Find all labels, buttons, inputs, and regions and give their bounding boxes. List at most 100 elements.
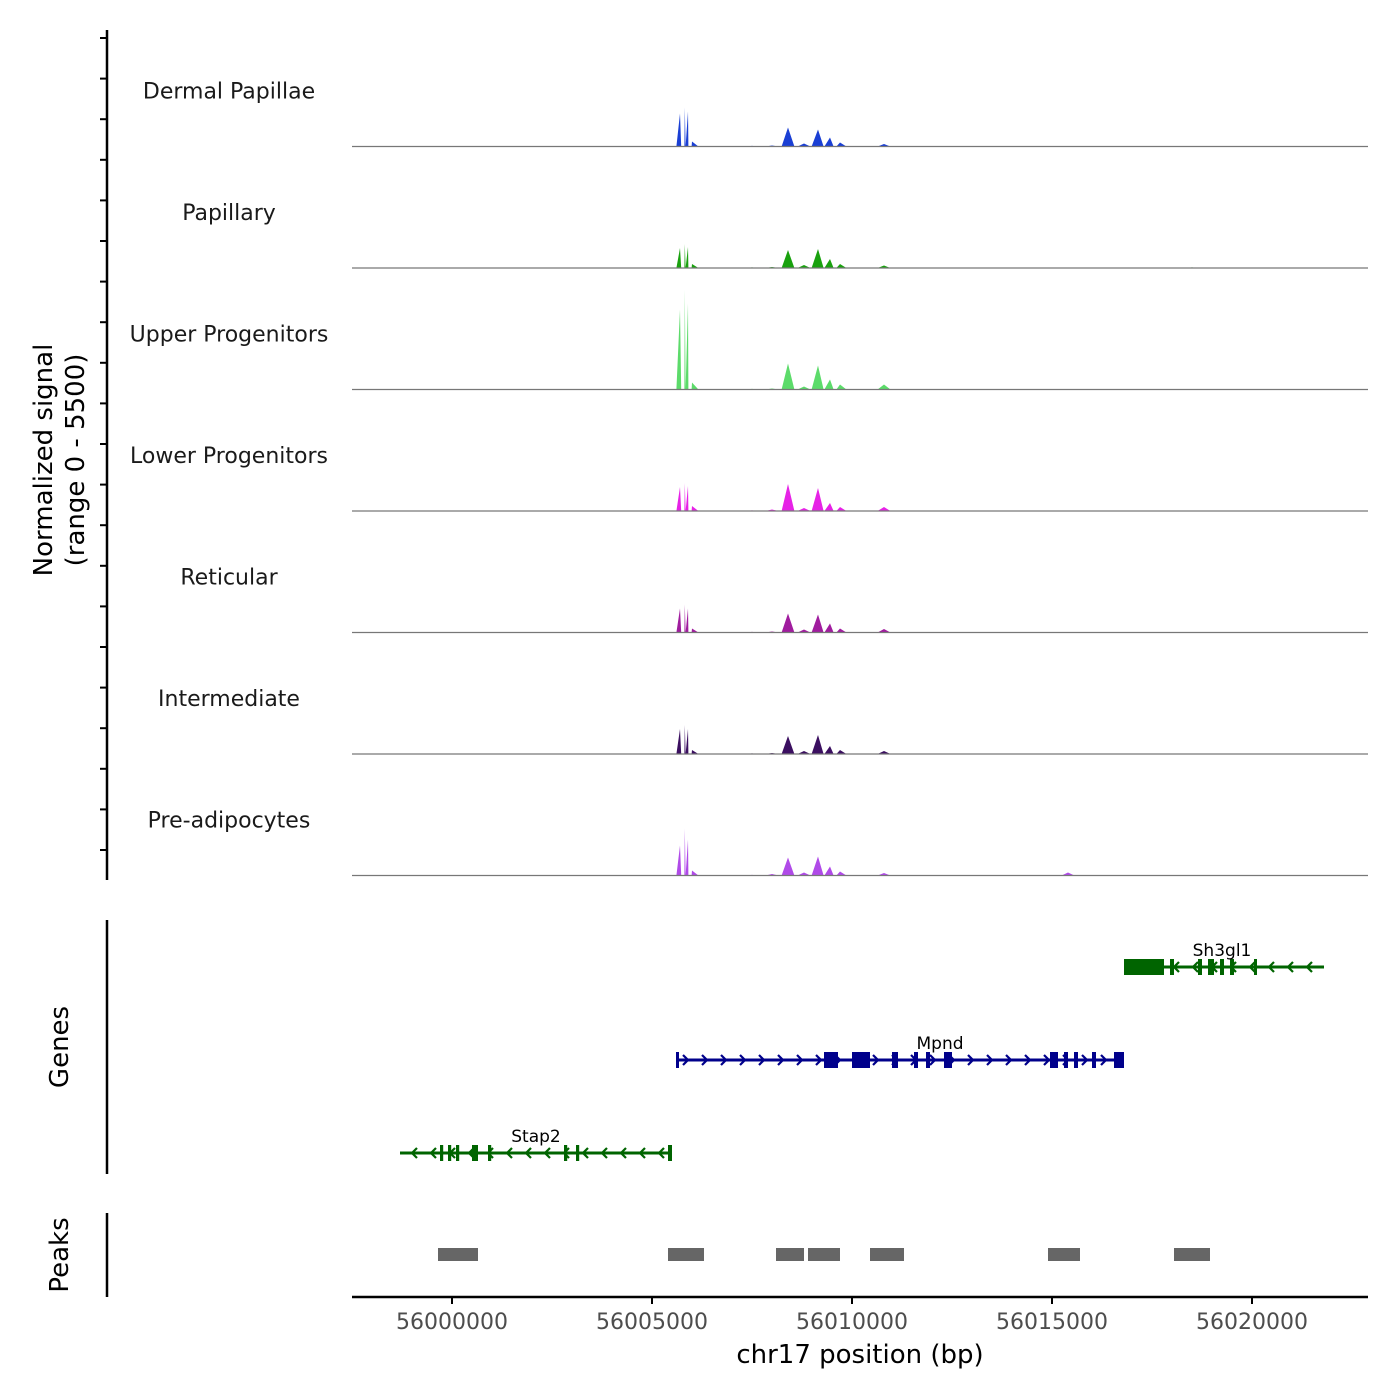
- exon: [944, 1052, 952, 1068]
- signal-area-lower-progenitors: [352, 483, 1368, 511]
- gene-stap2: Stap2: [400, 1127, 672, 1161]
- strand-arrow: [815, 1054, 823, 1066]
- strand-arrow: [524, 1147, 532, 1159]
- gene-sh3gl1: Sh3gl1: [1124, 941, 1324, 975]
- strand-arrow: [1286, 961, 1294, 973]
- strand-arrow: [739, 1054, 747, 1066]
- track-pre-adipocytes: Pre-adipocytes: [148, 809, 1368, 877]
- peak-region: [870, 1248, 904, 1261]
- track-label-papillary: Papillary: [182, 201, 276, 226]
- x-tick-label: 56015000: [996, 1310, 1108, 1335]
- peak-region: [1174, 1248, 1210, 1261]
- track-label-dermal-papillae: Dermal Papillae: [143, 80, 315, 105]
- track-dermal-papillae: Dermal Papillae: [143, 80, 1368, 148]
- strand-arrow: [986, 1054, 994, 1066]
- x-tick-label: 56020000: [1196, 1310, 1308, 1335]
- exon: [564, 1145, 568, 1161]
- strand-arrow: [581, 1147, 589, 1159]
- exon: [1230, 959, 1234, 975]
- exon: [914, 1052, 918, 1068]
- track-label-upper-progenitors: Upper Progenitors: [130, 323, 329, 348]
- gene-mpnd: Mpnd: [676, 1034, 1124, 1068]
- y-axis-title-line2: (range 0 - 5500): [61, 354, 91, 567]
- x-tick-label: 56010000: [796, 1310, 908, 1335]
- strand-arrow: [1267, 961, 1275, 973]
- peak-region: [438, 1248, 478, 1261]
- strand-arrow: [720, 1054, 728, 1066]
- exon: [1064, 1052, 1068, 1068]
- exon: [1124, 959, 1164, 975]
- x-axis-title: chr17 position (bp): [736, 1340, 983, 1370]
- track-label-pre-adipocytes: Pre-adipocytes: [148, 809, 311, 834]
- x-tick-label: 56000000: [396, 1310, 508, 1335]
- strand-arrow: [1024, 1054, 1032, 1066]
- exon: [1074, 1052, 1078, 1068]
- peak-region: [808, 1248, 840, 1261]
- coverage-tracks: Dermal Papillae Papillary Upper Progenitor…: [130, 80, 1368, 877]
- signal-area-pre-adipocytes: [352, 828, 1368, 876]
- exon: [892, 1052, 898, 1068]
- strand-arrow: [600, 1147, 608, 1159]
- strand-arrow: [682, 1054, 690, 1066]
- exon: [488, 1145, 492, 1161]
- strand-arrow: [1305, 961, 1313, 973]
- track-label-reticular: Reticular: [180, 566, 278, 591]
- peak-regions: [438, 1248, 1210, 1261]
- exon: [1170, 959, 1174, 975]
- strand-arrow: [967, 1054, 975, 1066]
- peaks-track-label: Peaks: [45, 1217, 75, 1292]
- track-reticular: Reticular: [180, 566, 1368, 634]
- strand-arrow: [1100, 1054, 1108, 1066]
- strand-arrow: [410, 1147, 418, 1159]
- gene-label-sh3gl1: Sh3gl1: [1193, 941, 1252, 961]
- signal-area-dermal-papillae: [352, 107, 1368, 147]
- exon: [1220, 959, 1224, 975]
- peak-region: [1048, 1248, 1080, 1261]
- track-label-intermediate: Intermediate: [158, 687, 300, 712]
- exon: [1050, 1052, 1058, 1068]
- signal-area-papillary: [352, 244, 1368, 268]
- strand-arrow: [657, 1147, 665, 1159]
- peak-region: [776, 1248, 804, 1261]
- strand-arrow: [758, 1054, 766, 1066]
- exon: [852, 1052, 870, 1068]
- signal-area-upper-progenitors: [352, 289, 1368, 390]
- gene-label-stap2: Stap2: [511, 1127, 560, 1147]
- strand-arrow: [619, 1147, 627, 1159]
- signal-area-intermediate: [352, 725, 1368, 754]
- x-axis-ticks: 56000000 56005000 56010000 56015000 56020000: [396, 1297, 1308, 1335]
- strand-arrow: [777, 1054, 785, 1066]
- strand-arrow: [929, 1054, 937, 1066]
- exon: [1114, 1052, 1124, 1068]
- exon: [676, 1052, 679, 1068]
- exon: [1254, 959, 1257, 975]
- strand-arrow: [638, 1147, 646, 1159]
- gene-label-mpnd: Mpnd: [916, 1034, 963, 1054]
- track-lower-progenitors: Lower Progenitors: [130, 444, 1368, 512]
- strand-arrow: [1081, 1054, 1089, 1066]
- signal-area-reticular: [352, 604, 1368, 633]
- x-tick-label: 56005000: [596, 1310, 708, 1335]
- exon: [448, 1145, 452, 1161]
- strand-arrow: [1248, 961, 1256, 973]
- strand-arrow: [872, 1054, 880, 1066]
- strand-arrow: [505, 1147, 513, 1159]
- exon: [1198, 959, 1202, 975]
- exon: [472, 1145, 478, 1161]
- exon: [576, 1145, 580, 1161]
- exon: [1208, 959, 1214, 975]
- exon: [440, 1145, 444, 1161]
- exon: [824, 1052, 838, 1068]
- track-intermediate: Intermediate: [158, 687, 1368, 755]
- track-papillary: Papillary: [182, 201, 1368, 269]
- track-upper-progenitors: Upper Progenitors: [130, 289, 1368, 391]
- gene-models: Sh3gl1 Mpnd Stap2: [400, 941, 1324, 1161]
- strand-arrow: [429, 1147, 437, 1159]
- track-label-lower-progenitors: Lower Progenitors: [130, 444, 328, 469]
- coverage-y-ticks: [100, 37, 107, 851]
- strand-arrow: [796, 1054, 804, 1066]
- strand-arrow: [1043, 1054, 1051, 1066]
- peak-region: [668, 1248, 704, 1261]
- y-axis-title-line1: Normalized signal: [29, 344, 59, 577]
